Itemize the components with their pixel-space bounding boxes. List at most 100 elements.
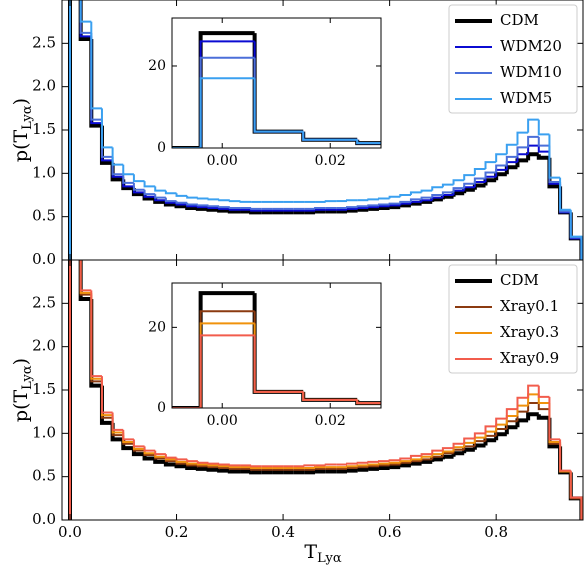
- histogram-step: [387, 465, 401, 470]
- histogram-step: [537, 136, 550, 147]
- histogram-step: [431, 449, 443, 455]
- histogram-step: [548, 134, 561, 179]
- histogram-step: [398, 463, 411, 468]
- histogram-step: [558, 446, 571, 475]
- histogram-step: [154, 194, 166, 199]
- y-tick-label: 0.5: [32, 207, 56, 225]
- histogram-step: [377, 462, 390, 465]
- y-tick-label: 1.5: [32, 380, 56, 398]
- histogram-step: [345, 468, 358, 473]
- histogram-step: [527, 135, 539, 148]
- histogram-step: [186, 459, 198, 463]
- histogram-step: [462, 187, 475, 194]
- inset-plot: [172, 31, 381, 148]
- histogram-step: [185, 466, 198, 470]
- histogram-step: [388, 204, 401, 207]
- histogram-step: [175, 193, 188, 197]
- histogram-step: [376, 206, 390, 210]
- histogram-step: [218, 465, 230, 468]
- histogram-step: [473, 168, 486, 176]
- histogram-step: [250, 465, 262, 468]
- y-tick-label: 2.0: [32, 77, 56, 95]
- legend-label: CDM: [500, 271, 539, 289]
- histogram-step: [122, 429, 134, 441]
- histogram-step: [495, 164, 507, 173]
- y-tick-label: 20: [148, 58, 166, 74]
- histogram-step: [367, 460, 379, 463]
- y-tick-label: 1.0: [32, 163, 56, 181]
- histogram-step: [472, 183, 486, 190]
- histogram-step: [569, 209, 583, 260]
- legend-label: CDM: [500, 11, 539, 29]
- histogram-step: [366, 466, 379, 471]
- histogram-step: [420, 199, 433, 202]
- histogram-step: [483, 438, 497, 446]
- histogram-step: [89, 299, 102, 388]
- histogram-step: [473, 177, 486, 184]
- histogram-step: [228, 467, 241, 470]
- histogram-step: [484, 425, 497, 434]
- histogram-step: [346, 465, 358, 468]
- histogram-step: [356, 466, 369, 469]
- y-tick-label: 2.0: [32, 337, 56, 355]
- histogram-step: [536, 414, 550, 420]
- histogram-step: [558, 186, 571, 215]
- histogram-step: [218, 199, 230, 202]
- y-tick-label: 20: [148, 319, 166, 335]
- histogram-step: [367, 204, 379, 207]
- histogram-step: [516, 146, 529, 157]
- histogram-step: [227, 469, 241, 474]
- histogram-step: [303, 464, 316, 467]
- histogram-step: [484, 161, 497, 169]
- histogram-step: [356, 399, 381, 405]
- histogram-step: [569, 470, 583, 520]
- histogram-step: [568, 472, 583, 520]
- histogram-step: [484, 171, 497, 179]
- histogram-step: [420, 455, 433, 460]
- histogram-step: [356, 205, 369, 208]
- histogram-step: [441, 450, 454, 455]
- histogram-step: [505, 155, 518, 166]
- histogram-step: [516, 131, 529, 145]
- histogram-step: [537, 145, 550, 153]
- y-tick-label: 1.5: [32, 120, 56, 138]
- histogram-step: [440, 454, 454, 460]
- histogram-step: [526, 152, 539, 161]
- histogram-step: [377, 203, 390, 206]
- legend-box: [448, 264, 578, 374]
- histogram-step: [398, 203, 411, 208]
- histogram-step: [132, 439, 145, 448]
- histogram-step: [419, 199, 433, 204]
- y-tick-label: 1.0: [32, 423, 56, 441]
- histogram-step: [504, 165, 518, 175]
- x-axis-label-sub: Lyα: [317, 551, 342, 566]
- legend-box: [448, 4, 578, 114]
- histogram-step: [228, 208, 241, 211]
- histogram-step: [68, 0, 71, 260]
- histogram-step: [195, 466, 209, 471]
- histogram-step: [250, 467, 262, 469]
- histogram-step: [537, 119, 550, 136]
- histogram-step: [324, 200, 337, 203]
- histogram-step: [79, 0, 92, 38]
- legend-label: WDM20: [500, 37, 562, 55]
- histogram-step: [548, 396, 561, 441]
- histogram-step: [559, 439, 571, 472]
- histogram-step: [313, 209, 326, 214]
- histogram-step: [186, 202, 198, 206]
- histogram-step: [473, 432, 486, 439]
- histogram-step: [377, 197, 390, 200]
- histogram-step: [399, 457, 411, 461]
- histogram-step: [366, 206, 379, 211]
- histogram-step: [218, 463, 230, 466]
- histogram-step: [387, 205, 401, 210]
- histogram-step: [408, 461, 422, 466]
- histogram-step: [79, 260, 92, 296]
- histogram-step: [345, 208, 358, 213]
- histogram-step: [196, 204, 209, 207]
- histogram-step: [217, 468, 230, 473]
- histogram-step: [377, 460, 390, 463]
- histogram-step: [399, 194, 411, 197]
